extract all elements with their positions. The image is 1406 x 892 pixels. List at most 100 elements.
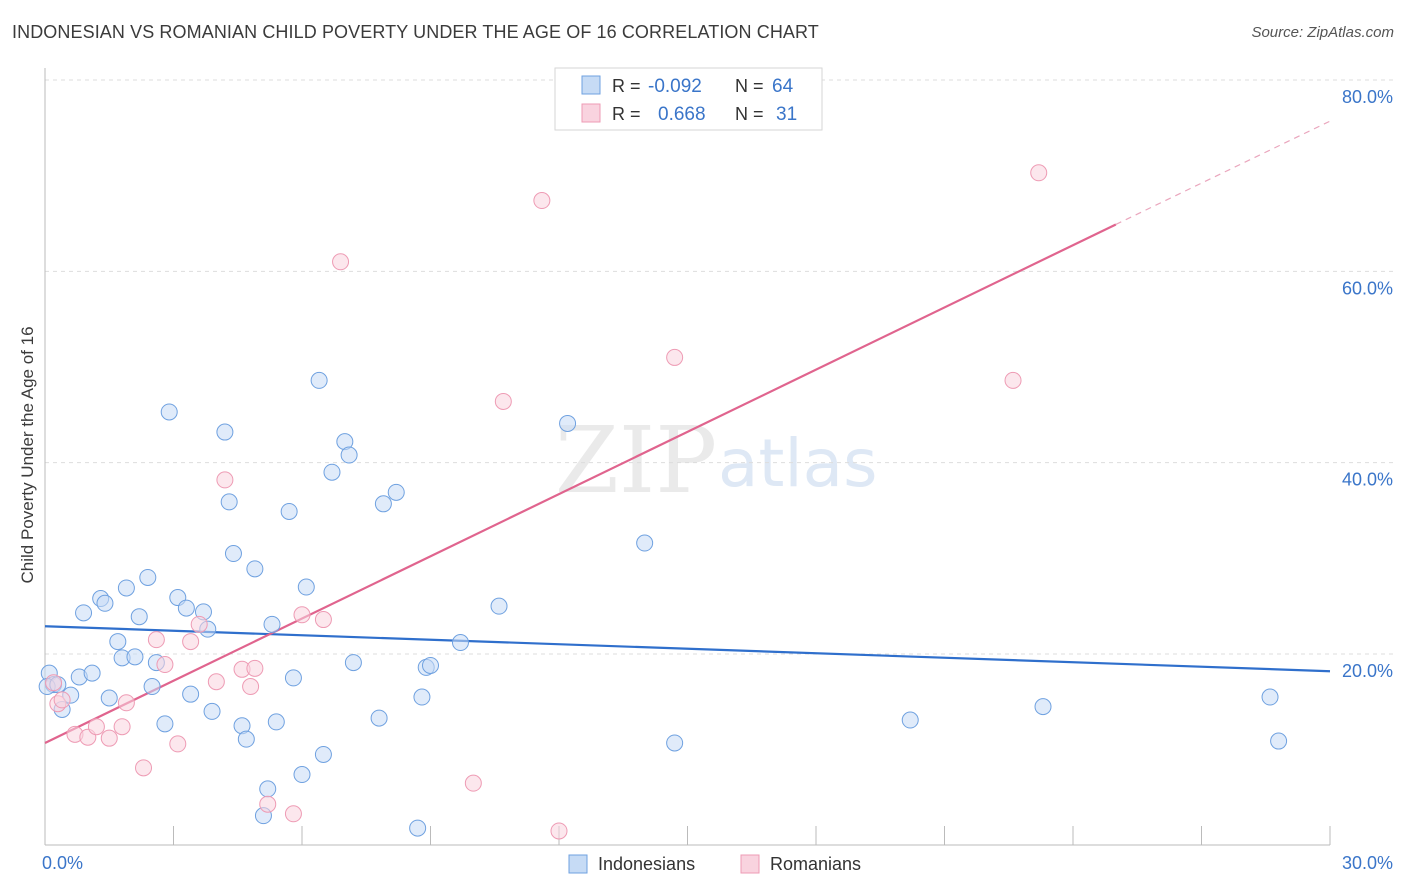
indonesian-point [96, 594, 114, 612]
romanian-point [246, 659, 264, 677]
indonesian-point [314, 745, 332, 763]
legend-swatch-indonesians [581, 75, 601, 95]
legend-bottom-swatch-indonesians [568, 854, 588, 874]
legend-r-value: 0.668 [658, 104, 706, 125]
indonesian-point [1261, 688, 1279, 706]
romanian-trend-line [44, 223, 1117, 744]
indonesian-point [490, 597, 508, 615]
indonesian-point [75, 604, 93, 622]
romanian-point [284, 805, 302, 823]
indonesian-point [374, 495, 392, 513]
romanian-point [494, 392, 512, 410]
legend-top: R = -0.092 N = 64 R = 0.668 N = 31 [554, 67, 823, 131]
indonesian-point [284, 669, 302, 687]
indonesian-point [666, 734, 684, 752]
indonesian-point [370, 709, 388, 727]
indonesian-point [130, 608, 148, 626]
indonesian-point [451, 634, 469, 652]
indonesian-point [126, 648, 144, 666]
watermark-zip: ZIP [555, 407, 717, 514]
legend-n-label: N = [735, 104, 764, 124]
indonesian-point [387, 483, 405, 501]
x-tick-label: 30.0% [1342, 853, 1393, 873]
y-tick-label: 20.0% [1342, 661, 1393, 681]
romanian-point [156, 656, 174, 674]
indonesian-point [259, 780, 277, 798]
chart-title: INDONESIAN VS ROMANIAN CHILD POVERTY UND… [12, 22, 819, 42]
romanian-point [314, 611, 332, 629]
romanian-point [87, 718, 105, 736]
y-tick-label: 60.0% [1342, 278, 1393, 298]
legend-bottom-label-romanians: Romanians [770, 854, 861, 874]
indonesian-point [224, 545, 242, 563]
romanian-point [207, 673, 225, 691]
romanian-point [147, 631, 165, 649]
romanian-point [533, 192, 551, 210]
romanian-point [113, 718, 131, 736]
indonesian-point [413, 688, 431, 706]
romanian-point [242, 678, 260, 696]
legend-bottom-label-indonesians: Indonesians [598, 854, 695, 874]
indonesian-point [203, 702, 221, 720]
legend-r-value: -0.092 [648, 76, 702, 97]
indonesian-point [216, 423, 234, 441]
trend-lines [44, 120, 1331, 744]
legend-r-label: R = [612, 104, 641, 124]
indonesian-point [1034, 698, 1052, 716]
indonesian-point [177, 599, 195, 617]
tick-labels: 20.0% 40.0% 60.0% 80.0% 0.0% 30.0% [42, 87, 1393, 873]
romanian-point [190, 615, 208, 633]
romanian-point [1030, 164, 1048, 182]
indonesian-point [344, 654, 362, 672]
y-tick-label: 40.0% [1342, 470, 1393, 490]
romanian-point [332, 253, 350, 271]
indonesian-point [293, 766, 311, 784]
romanian-point [293, 606, 311, 624]
romanian-point [666, 348, 684, 366]
indonesian-point [139, 568, 157, 586]
romanian-point [216, 471, 234, 489]
indonesian-point [182, 685, 200, 703]
romanian-point [169, 735, 187, 753]
indonesian-trend-line [44, 625, 1331, 673]
indonesian-point [1270, 732, 1288, 750]
indonesian-point [220, 493, 238, 511]
indonesian-point [310, 371, 328, 389]
y-tick-label: 80.0% [1342, 87, 1393, 107]
romanian-trend-extension [1115, 120, 1331, 225]
romanian-point [259, 795, 277, 813]
indonesian-point [143, 678, 161, 696]
indonesian-point [100, 689, 118, 707]
y-axis-label: Child Poverty Under the Age of 16 [18, 326, 37, 583]
indonesian-point [280, 502, 298, 520]
romanian-point [117, 694, 135, 712]
legend-bottom: Indonesians Romanians [568, 854, 861, 874]
x-tick-label: 0.0% [42, 853, 83, 873]
romanian-point [100, 729, 118, 747]
romanian-point [550, 822, 568, 840]
indonesian-point [409, 819, 427, 837]
indonesian-point [297, 578, 315, 596]
legend-bottom-swatch-romanians [740, 854, 760, 874]
romanian-point [182, 633, 200, 651]
indonesian-point [263, 615, 281, 633]
indonesian-point [109, 633, 127, 651]
source-credit: Source: ZipAtlas.com [1251, 24, 1394, 41]
legend-r-label: R = [612, 76, 641, 96]
romanian-point [135, 759, 153, 777]
legend-n-label: N = [735, 76, 764, 96]
watermark-atlas: atlas [718, 425, 878, 502]
grid [45, 79, 1393, 655]
indonesian-point [246, 560, 264, 578]
indonesian-point [323, 463, 341, 481]
indonesian-point [267, 713, 285, 731]
indonesian-point [422, 656, 439, 674]
romanian-point [53, 691, 71, 709]
indonesian-point [160, 403, 178, 421]
indonesian-point [156, 715, 174, 733]
indonesian-point [636, 534, 654, 552]
indonesian-point [237, 730, 255, 748]
legend-n-value: 31 [776, 104, 797, 125]
indonesian-point [83, 664, 101, 682]
